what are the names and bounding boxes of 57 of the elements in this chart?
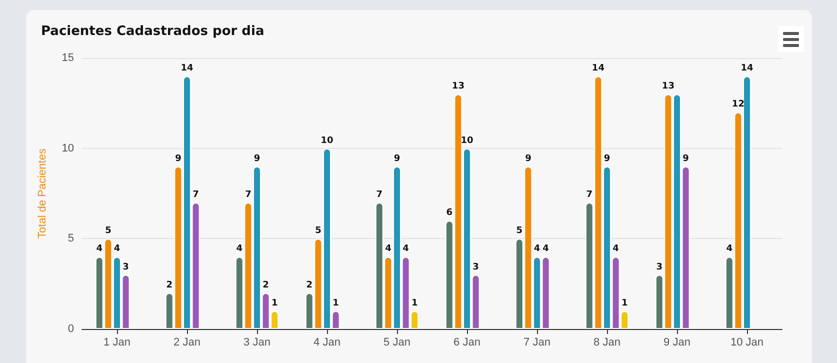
data-label: 9: [394, 154, 400, 164]
data-label: 1: [271, 298, 278, 308]
data-label: 14: [592, 64, 604, 74]
data-label: 1: [621, 298, 628, 308]
data-label: 10: [320, 136, 334, 146]
data-label: 2: [262, 280, 269, 290]
y-tick-label: 0: [68, 323, 74, 335]
x-tick-label: 1 Jan: [104, 336, 130, 348]
data-label: 5: [105, 226, 112, 236]
data-label: 5: [315, 226, 322, 236]
data-label: 7: [245, 190, 252, 200]
data-label: 3: [656, 262, 663, 272]
data-label: 9: [175, 154, 182, 164]
x-tick-label: 6 Jan: [454, 336, 480, 348]
y-tick-label: 15: [62, 52, 74, 64]
data-label: 12: [732, 100, 744, 110]
data-label: 13: [662, 82, 674, 92]
data-label: 1: [411, 298, 418, 308]
data-label: 4: [534, 244, 540, 254]
data-label: 4: [236, 244, 243, 254]
data-label: 10: [460, 136, 474, 146]
data-label: 6: [446, 208, 453, 218]
data-label: 3: [122, 262, 129, 272]
y-tick-label: 5: [68, 232, 74, 245]
data-label: 1: [332, 298, 339, 308]
x-tick-label: 9 Jan: [664, 336, 690, 348]
y-axis-title: Total de Pacientes: [36, 148, 48, 238]
data-label: 14: [740, 64, 754, 74]
x-tick-label: 5 Jan: [384, 336, 410, 348]
data-label: 2: [306, 280, 313, 290]
x-tick-label: 10 Jan: [730, 336, 764, 348]
data-label: 4: [385, 244, 392, 254]
data-label: 9: [525, 154, 532, 164]
data-label: 14: [180, 64, 194, 74]
data-label: 9: [604, 154, 610, 164]
data-label: 5: [516, 226, 523, 236]
data-label: 9: [682, 154, 689, 164]
x-tick-label: 7 Jan: [524, 336, 550, 348]
data-label: 2: [166, 280, 173, 290]
data-label: 7: [586, 190, 593, 200]
x-tick-label: 4 Jan: [314, 336, 340, 348]
data-label: 4: [96, 244, 103, 254]
data-label: 4: [114, 244, 120, 254]
data-label: 4: [612, 244, 619, 254]
y-tick-label: 10: [62, 142, 74, 154]
data-label: 4: [726, 244, 733, 254]
data-label: 13: [452, 82, 464, 92]
data-label: 4: [542, 244, 549, 254]
chart-title: Pacientes Cadastrados por dia: [41, 24, 264, 39]
data-label: 7: [376, 190, 383, 200]
data-label: 7: [192, 190, 199, 200]
data-label: 3: [472, 262, 479, 272]
data-label: 9: [254, 154, 260, 164]
data-label: 4: [402, 244, 409, 254]
x-tick-label: 3 Jan: [244, 336, 270, 348]
x-tick-label: 8 Jan: [594, 336, 620, 348]
x-tick-label: 2 Jan: [174, 336, 200, 348]
